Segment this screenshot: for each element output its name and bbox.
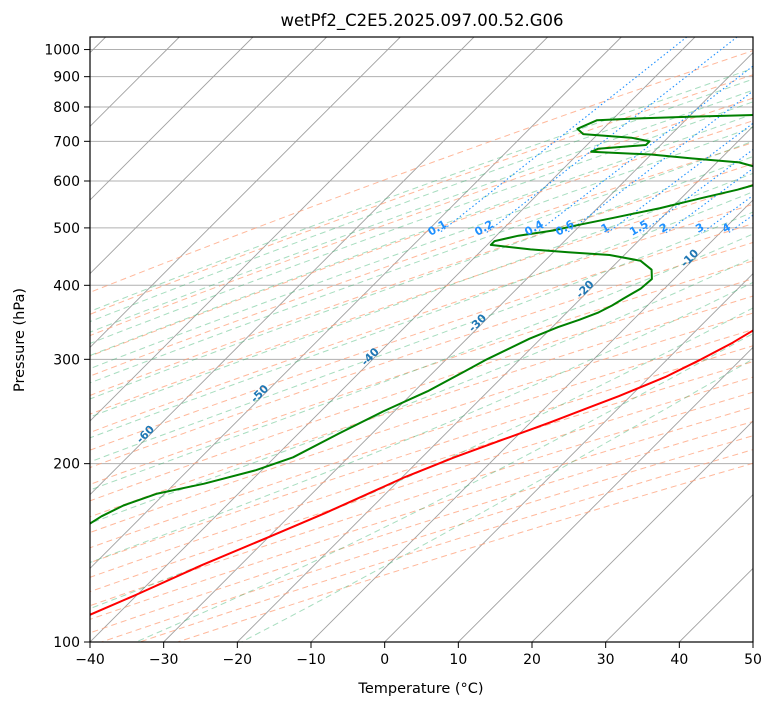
x-tick-label: 0 [380,652,389,668]
moist-adiabat-line [90,89,753,333]
chart-title: wetPf2_C2E5.2025.097.00.52.G06 [280,11,563,31]
y-tick-label: 200 [53,457,80,473]
moist-adiabat-lines [90,67,753,642]
dry-adiabat-line [90,312,753,534]
moist-adiabat-line [135,333,753,642]
y-axis: 100 200 300 400 500 600 700 800 900 1000 [44,43,90,651]
x-tick-label: 30 [597,652,615,668]
isotherm-line [90,37,548,496]
moist-adiabat-line [90,211,753,463]
dry-adiabat-line [90,260,753,485]
moist-adiabat-line [90,67,753,312]
moist-adiabat-line [90,140,753,384]
dry-adiabat-line [90,74,753,315]
pressure-gridlines [90,49,753,642]
moist-adiabat-line [90,78,753,323]
x-tick-label: 50 [744,652,762,668]
y-tick-label: 900 [53,70,80,86]
mixing-ratio-lines [438,37,753,234]
dry-adiabat-line [90,361,753,578]
isotherm-lines [90,37,753,642]
dry-adiabat-line [90,278,753,502]
moist-adiabat-line [90,126,753,370]
dry-adiabat-line [90,97,753,337]
y-tick-label: 100 [53,635,80,651]
x-tick-label: 20 [523,652,541,668]
moist-adiabat-line [90,233,753,491]
temperature-trace [90,329,753,616]
y-tick-label: 600 [53,174,80,190]
isotherm-line [90,37,622,569]
dry-adiabat-line [90,142,753,377]
isotherm-line [237,125,753,642]
x-tick-label: −40 [75,652,105,668]
y-tick-label: 1000 [44,43,80,59]
mixing-ratio-line [701,194,753,234]
x-tick-label: −20 [223,652,253,668]
moist-adiabat-line [90,281,753,564]
isotherm-line [531,420,753,642]
y-tick-label: 400 [53,278,80,294]
moist-adiabat-line [90,172,753,418]
mixing-ratio-line [485,37,738,234]
x-axis-title: Temperature (°C) [357,681,483,697]
isotherm-line [90,37,327,275]
isotherm-line [90,37,254,201]
moist-adiabat-line [90,113,753,357]
x-tick-label: 40 [670,652,688,668]
x-tick-label: −30 [149,652,179,668]
isotherm-line [90,37,696,642]
isotherm-line [384,273,753,642]
isotherm-line [163,52,753,642]
y-tick-label: 300 [53,352,80,368]
y-axis-title: Pressure (hPa) [12,288,28,392]
dry-adiabat-line [90,120,753,357]
y-tick-label: 800 [53,100,80,116]
plot-frame [89,36,754,643]
dewpoint-trace [90,114,753,525]
x-tick-label: −10 [296,652,326,668]
isotherm-line [90,37,401,348]
dry-adiabat-line [90,329,753,549]
x-tick-label: 10 [449,652,467,668]
moist-adiabat-line [90,156,753,400]
dry-adiabat-line [90,391,753,607]
moist-adiabat-line [90,257,753,524]
x-axis: −40 −30 −20 −10 0 10 20 30 40 50 [75,642,762,668]
y-tick-label: 700 [53,134,80,150]
mixing-ratio-line [535,65,753,234]
plot-area: -100-90-80-70-60-50-40-30-20-10010203040… [90,37,753,642]
sounding-traces [90,114,753,616]
isotherm-line [90,37,475,422]
isotherm-line [310,199,753,642]
y-tick-label: 500 [53,221,80,237]
isotherm-line [605,494,753,642]
dry-adiabat-line [90,223,753,451]
isotherm-line [458,346,753,642]
dry-adiabat-line [90,163,753,396]
moist-adiabat-line [241,358,753,642]
mixing-ratio-line [438,37,688,234]
dry-adiabat-line [90,50,753,293]
